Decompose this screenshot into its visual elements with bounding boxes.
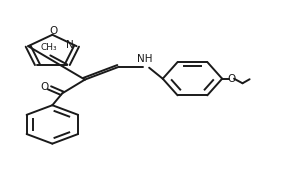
Text: O: O (228, 74, 236, 84)
Text: O: O (40, 82, 49, 92)
Text: NH: NH (137, 54, 152, 64)
Text: N: N (67, 40, 74, 50)
Text: CH₃: CH₃ (41, 43, 57, 52)
Text: O: O (50, 27, 58, 36)
